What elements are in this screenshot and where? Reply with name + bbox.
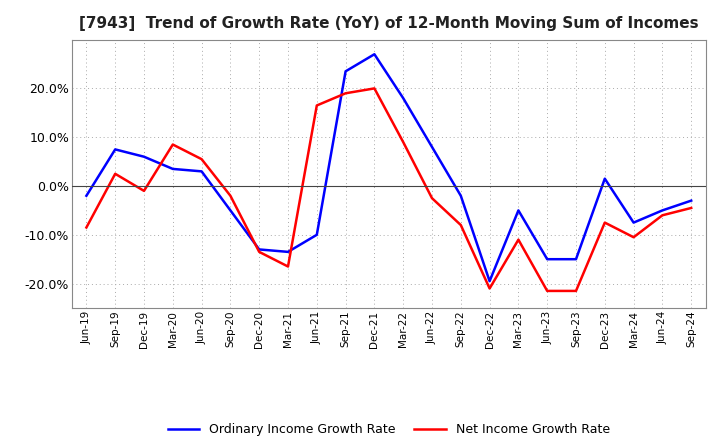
Ordinary Income Growth Rate xyxy=(197,169,206,174)
Net Income Growth Rate xyxy=(658,213,667,218)
Ordinary Income Growth Rate xyxy=(399,95,408,101)
Net Income Growth Rate xyxy=(255,249,264,254)
Line: Ordinary Income Growth Rate: Ordinary Income Growth Rate xyxy=(86,54,691,281)
Line: Net Income Growth Rate: Net Income Growth Rate xyxy=(86,88,691,291)
Net Income Growth Rate xyxy=(456,222,465,227)
Net Income Growth Rate xyxy=(284,264,292,269)
Ordinary Income Growth Rate xyxy=(255,247,264,252)
Net Income Growth Rate xyxy=(428,195,436,201)
Net Income Growth Rate xyxy=(197,157,206,162)
Ordinary Income Growth Rate xyxy=(284,249,292,254)
Net Income Growth Rate xyxy=(370,86,379,91)
Net Income Growth Rate xyxy=(226,193,235,198)
Ordinary Income Growth Rate xyxy=(687,198,696,203)
Net Income Growth Rate xyxy=(687,205,696,211)
Ordinary Income Growth Rate xyxy=(370,51,379,57)
Ordinary Income Growth Rate xyxy=(514,208,523,213)
Net Income Growth Rate xyxy=(629,235,638,240)
Net Income Growth Rate xyxy=(82,225,91,230)
Net Income Growth Rate xyxy=(111,171,120,176)
Ordinary Income Growth Rate xyxy=(82,193,91,198)
Net Income Growth Rate xyxy=(600,220,609,225)
Net Income Growth Rate xyxy=(341,91,350,96)
Legend: Ordinary Income Growth Rate, Net Income Growth Rate: Ordinary Income Growth Rate, Net Income … xyxy=(163,418,615,440)
Ordinary Income Growth Rate xyxy=(658,208,667,213)
Ordinary Income Growth Rate xyxy=(572,257,580,262)
Net Income Growth Rate xyxy=(543,288,552,293)
Net Income Growth Rate xyxy=(485,286,494,291)
Ordinary Income Growth Rate xyxy=(543,257,552,262)
Ordinary Income Growth Rate xyxy=(600,176,609,181)
Ordinary Income Growth Rate xyxy=(629,220,638,225)
Ordinary Income Growth Rate xyxy=(428,144,436,150)
Ordinary Income Growth Rate xyxy=(456,193,465,198)
Net Income Growth Rate xyxy=(312,103,321,108)
Title: [7943]  Trend of Growth Rate (YoY) of 12-Month Moving Sum of Incomes: [7943] Trend of Growth Rate (YoY) of 12-… xyxy=(79,16,698,32)
Net Income Growth Rate xyxy=(168,142,177,147)
Net Income Growth Rate xyxy=(572,288,580,293)
Net Income Growth Rate xyxy=(514,237,523,242)
Ordinary Income Growth Rate xyxy=(226,208,235,213)
Ordinary Income Growth Rate xyxy=(312,232,321,238)
Ordinary Income Growth Rate xyxy=(140,154,148,159)
Net Income Growth Rate xyxy=(140,188,148,194)
Net Income Growth Rate xyxy=(399,139,408,145)
Ordinary Income Growth Rate xyxy=(111,147,120,152)
Ordinary Income Growth Rate xyxy=(341,69,350,74)
Ordinary Income Growth Rate xyxy=(168,166,177,172)
Ordinary Income Growth Rate xyxy=(485,279,494,284)
